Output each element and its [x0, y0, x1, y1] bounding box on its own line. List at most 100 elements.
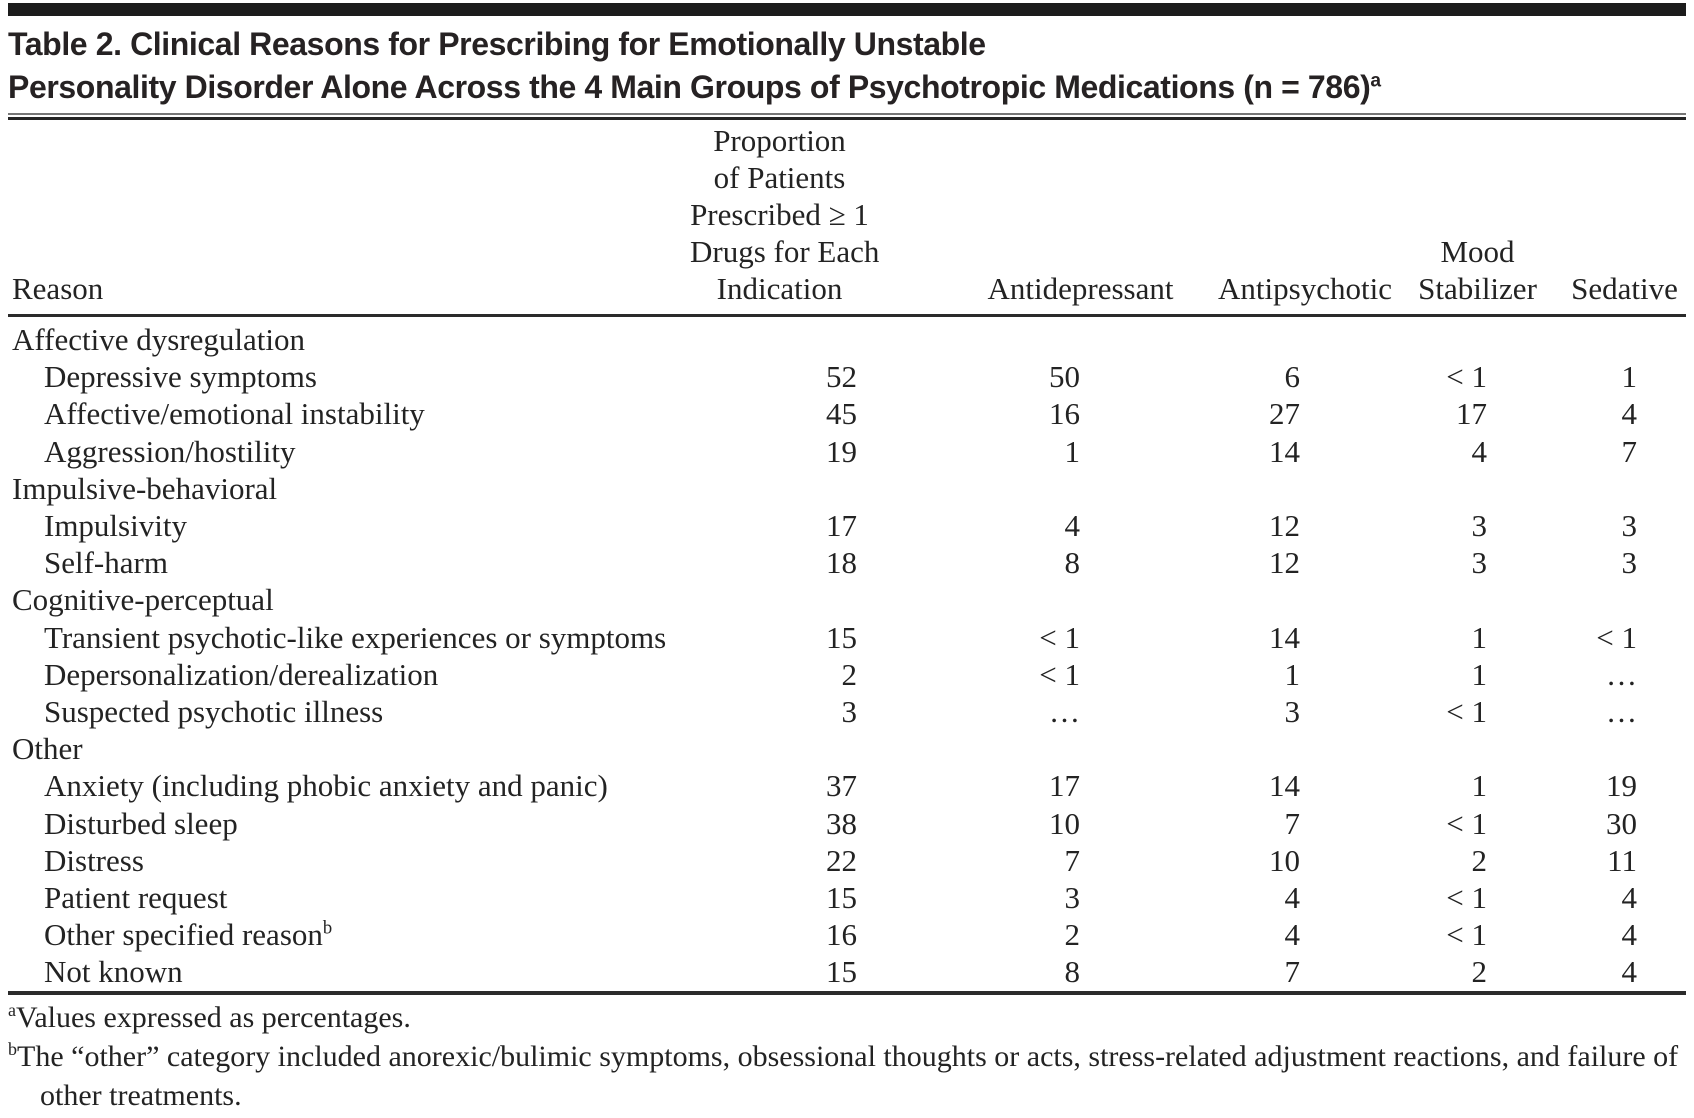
value-cell: [1200, 730, 1410, 767]
column-header-proportion-line: Prescribed ≥ 1: [690, 197, 869, 232]
value-cell: < 1: [1446, 359, 1487, 395]
value-cell: 1: [1064, 433, 1081, 469]
column-header-mood-stabilizer: Mood Stabilizer: [1410, 122, 1545, 317]
value-cell: 1: [1471, 768, 1488, 804]
value-cell: 1: [1471, 619, 1488, 655]
row-label: Distress: [44, 842, 144, 878]
column-header-antidepressant: Antidepressant: [905, 122, 1200, 317]
value-cell: [690, 581, 905, 618]
value-cell: 30: [1606, 805, 1637, 841]
value-cell: [1545, 581, 1686, 618]
row-label: Other: [12, 731, 83, 767]
value-cell: [1545, 316, 1686, 359]
row-label-cell: Other specified reasonb: [8, 916, 690, 953]
value-cell: 27: [1269, 396, 1300, 432]
row-label-cell: Impulsive-behavioral: [8, 470, 690, 507]
page-title-line-2: Personality Disorder Alone Across the 4 …: [8, 66, 1686, 109]
row-label-cell: Cognitive-perceptual: [8, 581, 690, 618]
value-cell: 15: [826, 880, 857, 916]
value-cell: …: [1606, 656, 1637, 692]
row-label-cell: Not known: [8, 953, 690, 990]
footnotes: aValues expressed as percentages. bThe “…: [8, 995, 1686, 1118]
title-footnote-marker: a: [1370, 70, 1381, 92]
clinical-reasons-table: Reason Proportion of Patients Prescribed…: [8, 122, 1686, 991]
table-figure: Table 2. Clinical Reasons for Prescribin…: [0, 3, 1694, 1118]
row-label: Transient psychotic-like experiences or …: [44, 619, 667, 655]
group-row: Other: [8, 730, 1686, 767]
column-header-reason: Reason: [8, 122, 690, 317]
value-cell: 3: [1471, 545, 1488, 581]
column-header-proportion-line: of Patients: [713, 160, 846, 195]
row-label-cell: Impulsivity: [8, 507, 690, 544]
group-row: Impulsive-behavioral: [8, 470, 1686, 507]
value-cell: < 1: [1039, 619, 1080, 655]
footnote-a-marker: a: [8, 999, 16, 1020]
value-cell: 15: [826, 619, 857, 655]
value-cell: …: [1049, 694, 1080, 730]
column-header-proportion-line: Indication: [716, 271, 843, 306]
table-row: Transient psychotic-like experiences or …: [8, 619, 1686, 656]
table-row: Suspected psychotic illness 3… 3 < 1…: [8, 693, 1686, 730]
value-cell: [1410, 730, 1545, 767]
column-header-proportion-line: Proportion: [713, 123, 846, 158]
value-cell: 3: [1471, 508, 1488, 544]
row-label-cell: Depressive symptoms: [8, 358, 690, 395]
row-label-cell: Other: [8, 730, 690, 767]
page-title: Table 2. Clinical Reasons for Prescribin…: [8, 23, 1686, 109]
value-cell: 18: [826, 545, 857, 581]
table-row: Other specified reasonb 16 2 4 < 1 4: [8, 916, 1686, 953]
footnote-a: aValues expressed as percentages.: [8, 998, 1686, 1037]
group-row: Cognitive-perceptual: [8, 581, 1686, 618]
value-cell: < 1: [1039, 656, 1080, 692]
value-cell: 1: [1284, 656, 1301, 692]
value-cell: 10: [1049, 805, 1080, 841]
table-body: Affective dysregulation Depressive sympto…: [8, 316, 1686, 991]
value-cell: 10: [1269, 842, 1300, 878]
page-title-line-1: Table 2. Clinical Reasons for Prescribin…: [8, 26, 986, 62]
value-cell: 11: [1607, 842, 1637, 878]
value-cell: 7: [1621, 433, 1638, 469]
value-cell: [1200, 470, 1410, 507]
value-cell: 4: [1621, 954, 1638, 990]
top-bar: [8, 3, 1686, 16]
value-cell: < 1: [1446, 917, 1487, 953]
row-label: Depressive symptoms: [44, 359, 317, 395]
table-row: Depressive symptoms 52 50 6 < 1 1: [8, 358, 1686, 395]
footnote-b: bThe “other” category included anorexic/…: [8, 1037, 1686, 1115]
value-cell: 14: [1269, 619, 1300, 655]
value-cell: 45: [826, 396, 857, 432]
value-cell: 19: [1606, 768, 1637, 804]
column-header-sedative: Sedative: [1545, 122, 1686, 317]
table-row: Patient request 15 3 4 < 1 4: [8, 879, 1686, 916]
row-label: Self-harm: [44, 545, 168, 581]
table-row: Anxiety (including phobic anxiety and pa…: [8, 767, 1686, 804]
row-label-cell: Self-harm: [8, 544, 690, 581]
value-cell: 17: [1049, 768, 1080, 804]
value-cell: 15: [826, 954, 857, 990]
footnote-b-text: The “other” category included anorexic/b…: [17, 1039, 1679, 1112]
value-cell: [905, 316, 1200, 359]
table-row: Not known 15 8 7 2 4: [8, 953, 1686, 990]
footnote-b-marker: b: [8, 1038, 17, 1059]
value-cell: 1: [1471, 656, 1488, 692]
value-cell: 12: [1269, 545, 1300, 581]
value-cell: 2: [1471, 842, 1488, 878]
row-label: Not known: [44, 954, 183, 990]
value-cell: 3: [1064, 880, 1081, 916]
value-cell: 4: [1471, 433, 1488, 469]
table-row: Depersonalization/derealization 2 < 1 1 1…: [8, 656, 1686, 693]
row-label-cell: Aggression/hostility: [8, 433, 690, 470]
value-cell: [690, 470, 905, 507]
value-cell: < 1: [1446, 694, 1487, 730]
row-label: Impulsivity: [44, 508, 187, 544]
value-cell: 14: [1269, 433, 1300, 469]
value-cell: [1410, 581, 1545, 618]
value-cell: 7: [1284, 805, 1301, 841]
value-cell: [1200, 581, 1410, 618]
value-cell: [905, 581, 1200, 618]
value-cell: 2: [1064, 917, 1081, 953]
value-cell: [905, 730, 1200, 767]
table-row: Disturbed sleep 38 10 7 < 1 30: [8, 805, 1686, 842]
value-cell: 2: [841, 656, 858, 692]
value-cell: [690, 730, 905, 767]
